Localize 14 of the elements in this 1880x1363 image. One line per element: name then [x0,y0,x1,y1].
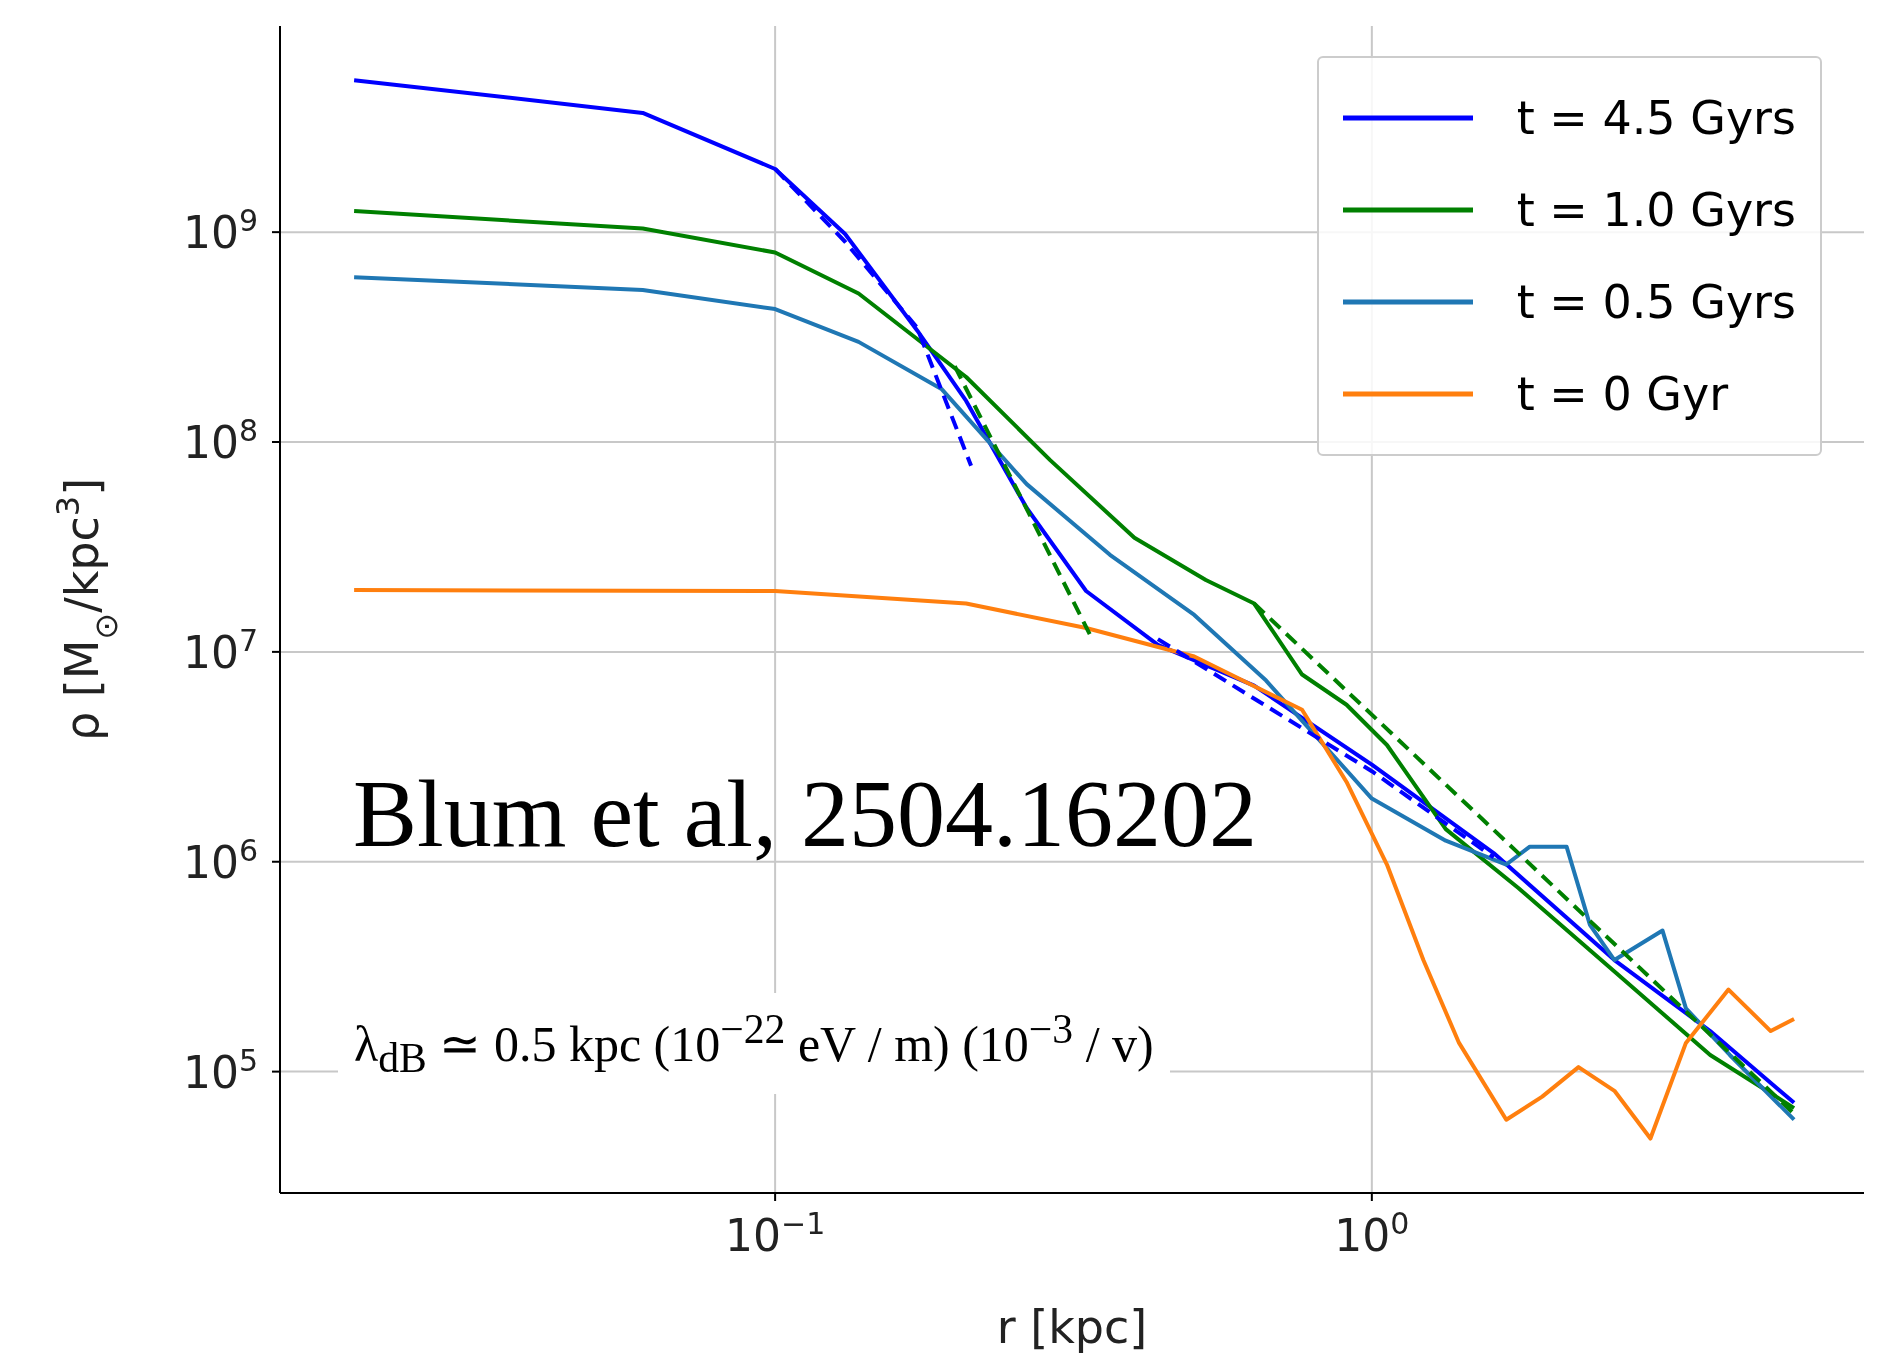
x-tick-label: 10$^{0}$ [1334,1205,1410,1261]
y-tick-label: 10$^{9}$ [182,202,258,259]
y-tick-label: 10$^{6}$ [182,832,258,888]
legend-label: t = 1.0 Gyrs [1516,183,1796,237]
x-tick-label: 10$^{−1}$ [725,1205,826,1261]
x-axis-title: r [kpc] [996,1300,1148,1354]
y-tick-label: 10$^{7}$ [182,622,258,678]
y-tick-label: 10$^{5}$ [182,1042,258,1098]
y-tick-label: 10$^{8}$ [182,412,258,469]
legend-label: t = 4.5 Gyrs [1516,91,1796,145]
annotation: Blum et al, 2504.16202 [353,759,1257,869]
annotation: λ$_{dB}$ ≃ 0.5 kpc (10$^{−22}$ eV / m) (10$^{−3}$ / v) [338,993,1170,1094]
legend-label: t = 0.5 Gyrs [1516,275,1796,329]
legend-label: t = 0 Gyr [1516,367,1729,421]
